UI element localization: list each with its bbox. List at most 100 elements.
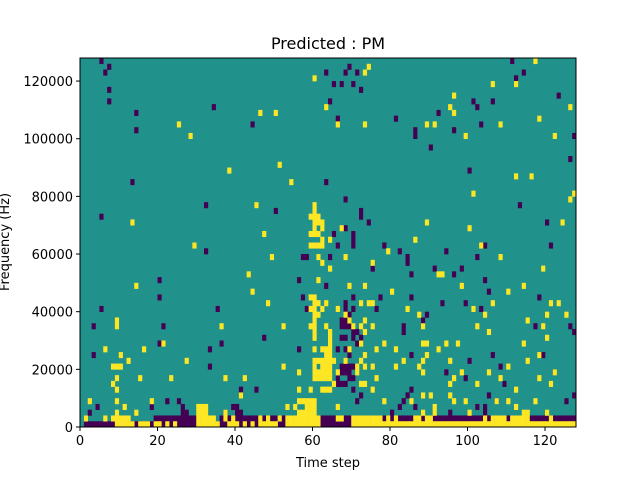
heatmap-cell-high [521, 415, 526, 422]
heatmap-cell-high [359, 340, 364, 347]
heatmap-cell-high [114, 415, 120, 422]
heatmap-cell-low [207, 363, 213, 370]
heatmap-cell-low [343, 196, 348, 203]
heatmap-cell-high [114, 323, 120, 330]
heatmap-cell-high [502, 415, 507, 422]
heatmap-cell-low [552, 415, 557, 422]
heatmap-cell-high [262, 421, 267, 428]
heatmap-cell-high [285, 421, 290, 428]
heatmap-cell-low [235, 415, 240, 422]
heatmap-cell-high [432, 409, 437, 416]
heatmap-cell-high [227, 421, 232, 428]
heatmap-cell-low [254, 386, 259, 393]
heatmap-cell-high [312, 317, 317, 324]
heatmap-cell-high [537, 115, 542, 122]
heatmap-cell-high [421, 357, 426, 364]
heatmap-cell-high [331, 380, 337, 387]
heatmap-cell-high [289, 179, 294, 186]
heatmap-cell-high [250, 421, 255, 428]
heatmap-cell-low [331, 81, 337, 88]
heatmap-cell-low [300, 294, 306, 301]
heatmap-cell-low [351, 363, 356, 370]
heatmap-cell-high [231, 415, 236, 422]
heatmap-cell-low [560, 415, 565, 422]
heatmap-cell-low [157, 294, 162, 301]
heatmap-cell-high [467, 421, 472, 428]
heatmap-cell-high [424, 421, 430, 428]
heatmap-cell-high [204, 403, 209, 411]
heatmap-cell-high [475, 421, 480, 428]
heatmap-cell-high [463, 132, 468, 140]
heatmap-cell-high [297, 415, 302, 422]
heatmap-cell-low [475, 415, 480, 422]
heatmap-cell-low [176, 415, 182, 422]
heatmap-cell-high [207, 421, 213, 428]
heatmap-cell-low [339, 363, 344, 370]
heatmap-cell-low [343, 225, 348, 232]
heatmap-cell-low [324, 179, 329, 186]
heatmap-cell-high [235, 421, 240, 428]
heatmap-cell-high [320, 375, 325, 382]
heatmap-cell-low [359, 392, 364, 399]
heatmap-cell-high [490, 81, 495, 88]
heatmap-cell-low [502, 380, 507, 387]
heatmap-cell-high [521, 282, 526, 289]
heatmap-cell-low [134, 109, 139, 116]
heatmap-cell-high [308, 415, 313, 422]
heatmap-cell-low [130, 179, 135, 186]
heatmap-cell-high [552, 369, 557, 376]
heatmap-cell-high [413, 415, 418, 422]
heatmap-cell-low [157, 277, 162, 284]
heatmap-cell-high [386, 415, 391, 422]
heatmap-cell-high [266, 300, 271, 307]
heatmap-cell-high [328, 357, 333, 364]
heatmap-cell-high [304, 409, 309, 416]
heatmap-cell-high [324, 357, 329, 364]
heatmap-cell-low [479, 305, 484, 312]
heatmap-cell-high [304, 403, 309, 411]
heatmap-cell-high [339, 225, 344, 232]
heatmap-cell-low [180, 415, 185, 422]
heatmap-cell-high [362, 415, 368, 422]
heatmap-cell-low [339, 81, 344, 88]
heatmap-cell-low [192, 415, 197, 422]
heatmap-cell-high [324, 323, 329, 330]
heatmap-cell-high [320, 242, 325, 249]
heatmap-cell-high [390, 421, 395, 428]
heatmap-cell-high [514, 415, 519, 422]
heatmap-cell-high [413, 421, 418, 428]
y-tick-label: 0 [65, 421, 73, 436]
heatmap-cell-low [479, 415, 484, 422]
heatmap-cell-high [134, 409, 139, 416]
heatmap-cell-low [455, 415, 461, 422]
heatmap-cell-high [335, 403, 340, 411]
heatmap-cell-low [409, 294, 414, 301]
heatmap-cell-low [335, 380, 340, 387]
heatmap-cell-high [320, 225, 325, 232]
heatmap-cell-low [339, 317, 344, 324]
heatmap-cell-low [471, 98, 476, 105]
heatmap-cell-low [572, 415, 577, 422]
heatmap-cell-high [525, 415, 530, 422]
heatmap-cell-high [297, 386, 302, 393]
heatmap-cell-low [262, 415, 267, 422]
heatmap-cell-low [359, 213, 364, 220]
heatmap-cell-low [390, 409, 395, 416]
heatmap-cell-low [111, 421, 116, 428]
heatmap-cell-high [196, 409, 201, 416]
heatmap-cell-low [556, 415, 561, 422]
heatmap-cell-low [343, 334, 348, 341]
heatmap-cell-high [328, 363, 333, 370]
heatmap-cell-high [498, 415, 503, 422]
heatmap-cell-high [285, 403, 290, 411]
heatmap-cell-high [312, 346, 317, 353]
heatmap-cell-high [362, 282, 368, 289]
heatmap-cell-low [297, 346, 302, 353]
heatmap-cell-high [273, 109, 278, 116]
heatmap-cell-low [486, 288, 492, 295]
heatmap-cell-high [324, 369, 329, 376]
heatmap-cell-low [475, 254, 480, 261]
heatmap-cell-high [463, 421, 468, 428]
heatmap-cell-low [331, 230, 337, 238]
heatmap-cell-high [483, 421, 488, 428]
